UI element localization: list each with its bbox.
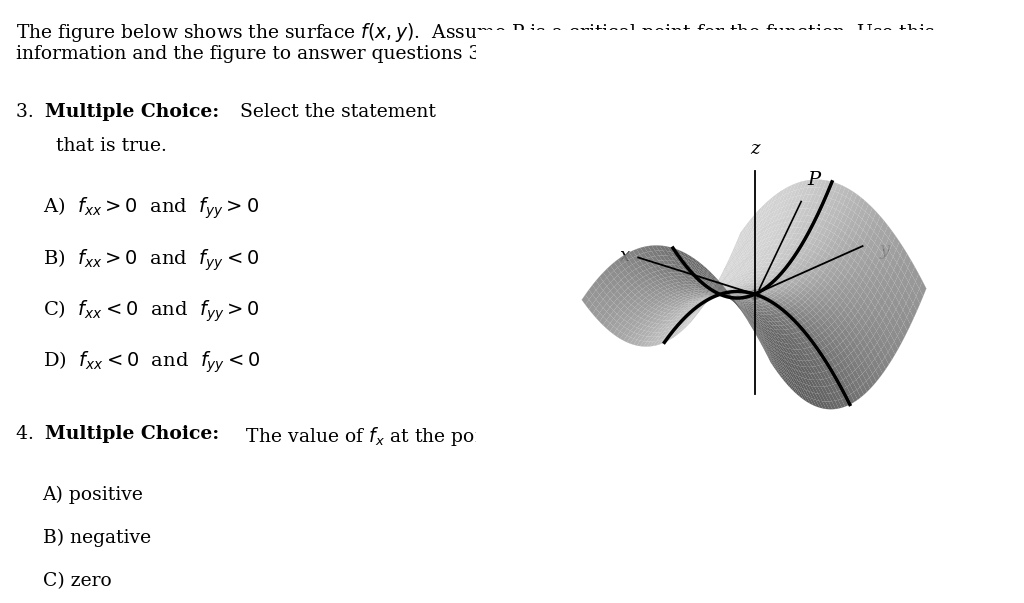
Text: B)  $f_{xx}>0$  and  $f_{yy}<0$: B) $f_{xx}>0$ and $f_{yy}<0$ [43,247,259,273]
Text: Select the statement: Select the statement [234,103,436,121]
Text: 4.: 4. [16,425,38,443]
Text: A) positive: A) positive [43,485,143,504]
Text: C)  $f_{xx}<0$  and  $f_{yy}>0$: C) $f_{xx}<0$ and $f_{yy}>0$ [43,298,259,324]
Text: The value of $f_x$ at the point P must be: The value of $f_x$ at the point P must b… [234,425,602,448]
Text: D)  $f_{xx}<0$  and  $f_{yy}<0$: D) $f_{xx}<0$ and $f_{yy}<0$ [43,350,260,375]
Text: The figure below shows the surface $f(x,y)$.  Assume P is a critical point for t: The figure below shows the surface $f(x,… [16,21,935,44]
Text: Multiple Choice:: Multiple Choice: [45,425,219,443]
Text: C) zero: C) zero [43,572,112,590]
Text: information and the figure to answer questions 3 and 4.: information and the figure to answer que… [16,45,545,63]
Text: A)  $f_{xx}>0$  and  $f_{yy}>0$: A) $f_{xx}>0$ and $f_{yy}>0$ [43,196,259,221]
Text: that is true.: that is true. [56,137,167,156]
Text: 3.: 3. [16,103,38,121]
Text: Multiple Choice:: Multiple Choice: [45,103,219,121]
Text: B) negative: B) negative [43,529,151,547]
